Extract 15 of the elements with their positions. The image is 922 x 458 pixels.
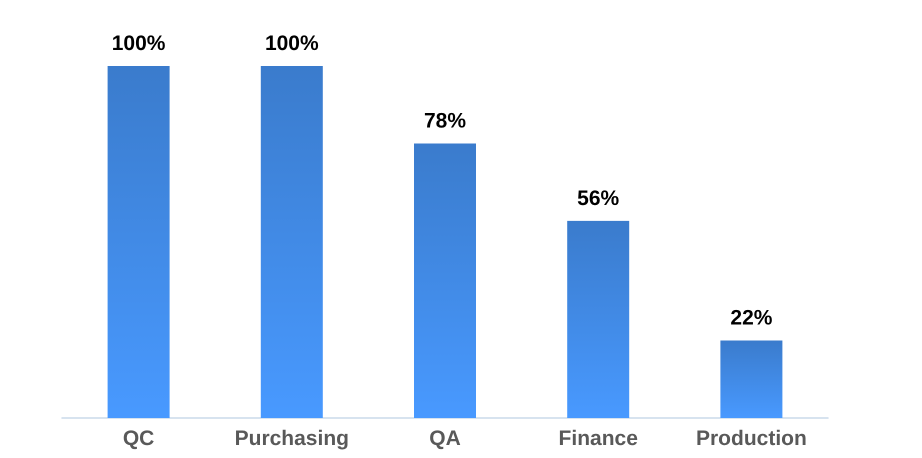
- data-label: 100%: [112, 32, 166, 55]
- data-label: 78%: [424, 109, 466, 132]
- x-tick-label: QC: [122, 427, 154, 450]
- x-tick-label: Production: [696, 427, 807, 450]
- bar: [108, 66, 170, 418]
- data-label: 56%: [577, 186, 620, 210]
- data-label: 100%: [264, 32, 319, 55]
- bar: [567, 220, 630, 418]
- bar: [414, 143, 476, 418]
- x-tick-label: QA: [429, 427, 461, 450]
- x-tick-label: Finance: [558, 427, 638, 450]
- bar: [260, 66, 323, 418]
- x-tick-label: Purchasing: [234, 427, 349, 450]
- bar: [720, 340, 782, 418]
- data-label: 22%: [730, 306, 773, 330]
